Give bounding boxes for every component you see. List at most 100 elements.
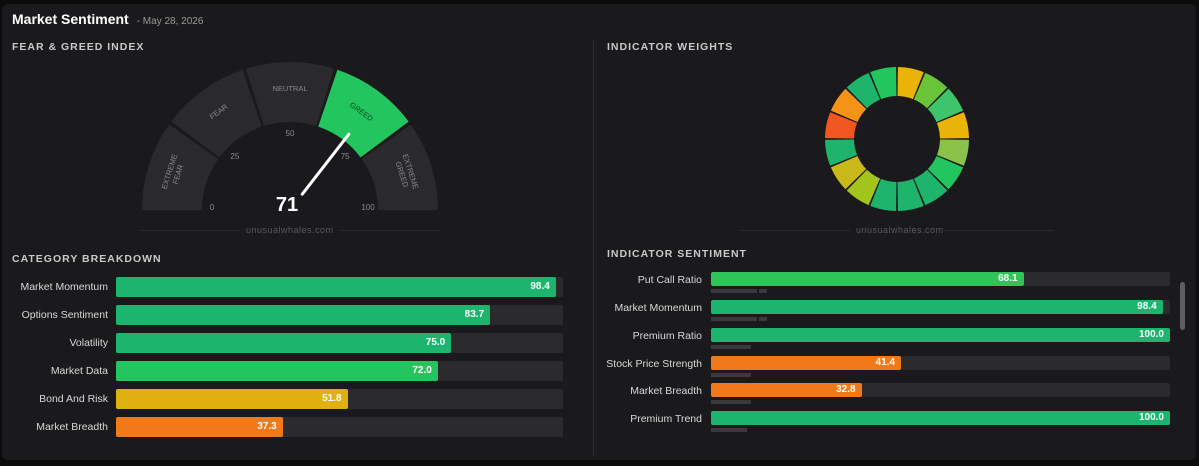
indicator-subbar-segment bbox=[711, 400, 751, 404]
indicator-subbar-segment bbox=[711, 373, 751, 377]
category-label: Market Data bbox=[50, 365, 108, 377]
gauge-watermark: unusualwhales.com bbox=[246, 225, 334, 235]
gauge-tick-25: 25 bbox=[230, 152, 239, 161]
donut-slice[interactable] bbox=[830, 155, 867, 190]
column-divider bbox=[593, 40, 594, 456]
category-bar-fill: 72.0 bbox=[116, 361, 438, 381]
category-bar-track: 51.8 bbox=[116, 389, 563, 409]
indicator-subbar bbox=[711, 317, 1170, 321]
indicator-subbar bbox=[711, 345, 1170, 349]
category-label: Market Breadth bbox=[36, 421, 108, 433]
indicator-subbar-segment bbox=[759, 317, 767, 321]
indicator-bar-fill: 100.0 bbox=[711, 411, 1170, 425]
category-value: 75.0 bbox=[425, 337, 446, 348]
indicator-subbar-segment bbox=[759, 289, 767, 293]
donut-slice[interactable] bbox=[870, 178, 897, 211]
donut-slice[interactable] bbox=[846, 169, 881, 206]
indicator-value: 98.4 bbox=[1137, 301, 1157, 312]
indicator-subbar-segment bbox=[711, 428, 747, 432]
weights-watermark-rule-left bbox=[740, 230, 850, 231]
category-label: Market Momentum bbox=[20, 281, 108, 293]
gauge-tick-75: 75 bbox=[341, 152, 350, 161]
donut-slice[interactable] bbox=[927, 155, 964, 190]
indicator-label: Premium Ratio bbox=[632, 330, 702, 342]
category-value: 72.0 bbox=[412, 365, 432, 376]
indicator-label: Premium Trend bbox=[630, 413, 702, 425]
indicator-bar-track: 98.4 bbox=[711, 300, 1170, 314]
weights-watermark-rule-right bbox=[944, 230, 1054, 231]
gauge-segment-fear bbox=[171, 69, 262, 158]
category-bar-fill: 83.7 bbox=[116, 305, 491, 325]
category-label: Volatility bbox=[69, 337, 108, 349]
indicator-bar-track: 100.0 bbox=[711, 411, 1170, 425]
category-bar-fill: 98.4 bbox=[116, 277, 556, 297]
donut-slice[interactable] bbox=[913, 72, 948, 109]
gauge-segment-neutral bbox=[245, 61, 335, 126]
category-value: 51.8 bbox=[322, 393, 342, 404]
gauge-label-neutral: NEUTRAL bbox=[272, 84, 307, 93]
donut-slice[interactable] bbox=[897, 178, 924, 211]
donut-slice[interactable] bbox=[846, 72, 881, 109]
donut-slice[interactable] bbox=[936, 139, 969, 166]
donut-slice[interactable] bbox=[927, 88, 964, 123]
donut-slice[interactable] bbox=[897, 67, 924, 100]
indicator-subbar bbox=[711, 428, 1170, 432]
indicator-value: 68.1 bbox=[998, 273, 1018, 284]
fear-greed-gauge: EXTREMEFEARFEARNEUTRALGREEDEXTREMEGREED … bbox=[142, 61, 438, 216]
weights-watermark: unusualwhales.com bbox=[856, 225, 944, 235]
donut-slice[interactable] bbox=[830, 88, 867, 123]
gauge-tick-100: 100 bbox=[361, 203, 375, 212]
category-bar-fill: 75.0 bbox=[116, 333, 452, 353]
category-bar-fill: 37.3 bbox=[116, 417, 283, 437]
indicator-subbar bbox=[711, 400, 1170, 404]
indicator-bar-track: 32.8 bbox=[711, 383, 1170, 397]
indicator-subbar-segment bbox=[711, 289, 757, 293]
scrollbar-thumb[interactable] bbox=[1180, 282, 1185, 330]
donut-slice[interactable] bbox=[913, 169, 948, 206]
category-value: 98.4 bbox=[530, 281, 550, 292]
indicator-value: 100.0 bbox=[1138, 329, 1164, 340]
indicator-bar-fill: 41.4 bbox=[711, 356, 902, 370]
indicator-label: Market Momentum bbox=[614, 302, 702, 314]
panel-header: Market Sentiment - May 28, 2026 bbox=[12, 11, 203, 27]
indicator-bar-track: 100.0 bbox=[711, 328, 1170, 342]
donut-slice[interactable] bbox=[825, 112, 858, 139]
category-value: 83.7 bbox=[464, 309, 485, 320]
donut-slice[interactable] bbox=[936, 112, 969, 139]
gauge-tick-0: 0 bbox=[210, 203, 215, 212]
donut-slice[interactable] bbox=[825, 139, 858, 166]
category-breakdown-section-title: CATEGORY BREAKDOWN bbox=[12, 253, 162, 265]
indicator-subbar bbox=[711, 289, 1170, 293]
indicator-subbar bbox=[711, 373, 1170, 377]
indicator-bar-fill: 32.8 bbox=[711, 383, 862, 397]
indicator-subbar-segment bbox=[711, 345, 751, 349]
indicator-subbar-segment bbox=[711, 317, 757, 321]
gauge-needle bbox=[300, 132, 351, 196]
indicator-bar-fill: 68.1 bbox=[711, 272, 1024, 286]
indicator-bar-fill: 100.0 bbox=[711, 328, 1170, 342]
gauge-segment-greed bbox=[318, 69, 409, 158]
gauge-segment-extreme-greed bbox=[361, 124, 438, 210]
indicator-bar-track: 68.1 bbox=[711, 272, 1170, 286]
indicator-weights-section-title: INDICATOR WEIGHTS bbox=[607, 41, 734, 53]
indicator-weights-donut bbox=[825, 67, 969, 211]
category-bar-fill: 51.8 bbox=[116, 389, 348, 409]
category-bar-track: 75.0 bbox=[116, 333, 563, 353]
category-bar-track: 37.3 bbox=[116, 417, 563, 437]
indicator-value: 32.8 bbox=[836, 384, 856, 395]
watermark-rule-right bbox=[340, 230, 440, 231]
gauge-segment-extreme-fear bbox=[142, 124, 219, 210]
indicator-label: Stock Price Strength bbox=[606, 358, 702, 370]
indicator-label: Put Call Ratio bbox=[637, 274, 702, 286]
indicator-sentiment-section-title: INDICATOR SENTIMENT bbox=[607, 248, 747, 260]
gauge-value: 71 bbox=[276, 194, 298, 216]
category-label: Bond And Risk bbox=[39, 393, 108, 405]
category-bar-track: 83.7 bbox=[116, 305, 563, 325]
category-bar-track: 98.4 bbox=[116, 277, 563, 297]
gauge-tick-50: 50 bbox=[286, 129, 295, 138]
page-date: - May 28, 2026 bbox=[136, 16, 204, 27]
indicator-value: 41.4 bbox=[875, 357, 896, 368]
indicator-label: Market Breadth bbox=[630, 385, 702, 397]
page-title: Market Sentiment bbox=[12, 11, 129, 27]
donut-slice[interactable] bbox=[870, 67, 897, 100]
